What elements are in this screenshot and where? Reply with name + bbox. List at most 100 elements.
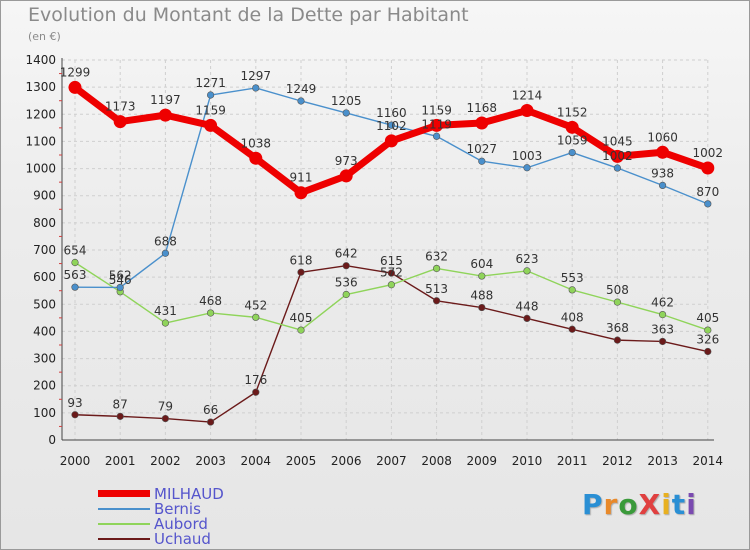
data-label-milhaud: 973 [335, 154, 358, 168]
data-point-bernis [342, 109, 350, 117]
data-point-uchaud [116, 412, 124, 420]
x-tick-label: 2003 [195, 454, 226, 468]
data-point-bernis [658, 181, 667, 189]
data-label-milhaud: 1038 [241, 136, 272, 150]
y-tick-label: 1200 [25, 107, 56, 121]
data-label-milhaud: 1159 [421, 103, 452, 117]
data-point-bernis [433, 132, 441, 140]
data-point-uchaud [387, 269, 396, 277]
data-point-milhaud [520, 103, 534, 117]
data-point-aubord [704, 326, 712, 334]
data-point-bernis [207, 91, 215, 99]
data-label-milhaud: 911 [290, 171, 313, 185]
legend-label: MILHAUD [154, 485, 224, 503]
logo-letter: o [618, 488, 639, 521]
labels-layer: 93 87 79 66 176 618 642 615 513 488 448 408 368 363 32… [60, 65, 723, 417]
data-label-aubord: 604 [470, 257, 493, 271]
data-point-milhaud [475, 116, 489, 130]
data-point-milhaud [249, 151, 263, 165]
x-tick-label: 2008 [421, 454, 452, 468]
data-label-bernis: 563 [64, 268, 87, 282]
data-label-bernis: 688 [154, 234, 177, 248]
data-label-milhaud: 1299 [60, 65, 91, 79]
legend-swatch [98, 490, 150, 497]
data-label-aubord: 405 [696, 311, 719, 325]
y-tick-label: 600 [33, 270, 56, 284]
data-label-uchaud: 513 [425, 282, 448, 296]
data-label-bernis: 1160 [376, 106, 407, 120]
data-label-aubord: 546 [109, 273, 132, 287]
data-label-uchaud: 87 [113, 397, 128, 411]
data-point-bernis [387, 121, 396, 129]
axes: 0 100 200 300 400 500 600 700 800 900 1000 1100 1200… [25, 53, 723, 468]
data-point-bernis [568, 148, 576, 157]
data-point-milhaud [204, 118, 218, 132]
data-label-milhaud: 1002 [693, 146, 724, 160]
data-label-uchaud: 408 [561, 310, 584, 324]
data-point-milhaud [701, 161, 715, 175]
legend-item-milhaud: MILHAUD [98, 485, 348, 503]
logo-letter: i [686, 488, 697, 521]
data-point-milhaud [339, 169, 353, 183]
data-point-bernis [116, 283, 124, 292]
y-tick-label: 1400 [25, 53, 56, 67]
x-tick-label: 2014 [693, 454, 724, 468]
data-point-milhaud [610, 149, 624, 163]
data-label-milhaud: 1173 [105, 100, 136, 114]
data-label-milhaud: 1102 [376, 119, 407, 133]
y-tick-label: 900 [33, 189, 56, 203]
data-label-uchaud: 363 [651, 322, 674, 336]
data-label-uchaud: 642 [335, 247, 358, 261]
data-label-bernis: 1002 [602, 149, 633, 163]
data-point-milhaud [565, 120, 579, 134]
y-tick-label: 300 [33, 352, 56, 366]
data-label-aubord: 536 [335, 276, 358, 290]
x-tick-label: 2011 [557, 454, 588, 468]
data-point-milhaud [158, 108, 172, 122]
data-point-bernis [613, 164, 622, 172]
legend-label: Aubord [154, 515, 208, 533]
x-tick-label: 2000 [60, 454, 91, 468]
x-tick-label: 2012 [602, 454, 633, 468]
data-point-milhaud [384, 134, 398, 148]
data-point-aubord [478, 272, 486, 280]
data-label-bernis: 1119 [421, 117, 452, 131]
logo-letter: X [638, 488, 662, 521]
x-tick-label: 2013 [647, 454, 678, 468]
y-tick-label: 1000 [25, 162, 56, 176]
x-tick-label: 2009 [467, 454, 498, 468]
y-tick-label: 800 [33, 216, 56, 230]
data-point-uchaud [658, 337, 667, 346]
logo-letter: t [671, 488, 687, 521]
legend-swatch [98, 538, 150, 540]
legend-item-bernis: Bernis [98, 500, 348, 518]
data-label-uchaud: 615 [380, 254, 403, 268]
legend-swatch [98, 508, 150, 510]
logo-letter: P [582, 488, 604, 521]
data-point-aubord [568, 286, 576, 294]
x-tick-label: 2005 [286, 454, 317, 468]
data-point-aubord [387, 281, 396, 289]
data-label-aubord: 462 [651, 296, 674, 310]
data-label-milhaud: 1045 [602, 134, 633, 148]
data-point-uchaud [433, 297, 441, 305]
data-point-uchaud [207, 418, 215, 426]
data-point-aubord [252, 313, 260, 321]
legend-label: Bernis [154, 500, 201, 518]
x-tick-label: 2001 [105, 454, 136, 468]
data-point-uchaud [568, 325, 576, 333]
data-point-aubord [342, 290, 350, 299]
data-label-aubord: 468 [199, 294, 222, 308]
legend-swatch [98, 523, 150, 525]
y-tick-label: 0 [48, 433, 56, 447]
y-tick-label: 1100 [25, 134, 56, 148]
data-label-uchaud: 326 [696, 333, 719, 347]
data-label-aubord: 654 [64, 243, 87, 257]
data-point-bernis [704, 200, 712, 208]
data-label-bernis: 1249 [286, 82, 317, 96]
data-label-uchaud: 368 [606, 321, 629, 335]
data-point-aubord [297, 326, 305, 334]
data-label-milhaud: 1197 [150, 93, 181, 107]
